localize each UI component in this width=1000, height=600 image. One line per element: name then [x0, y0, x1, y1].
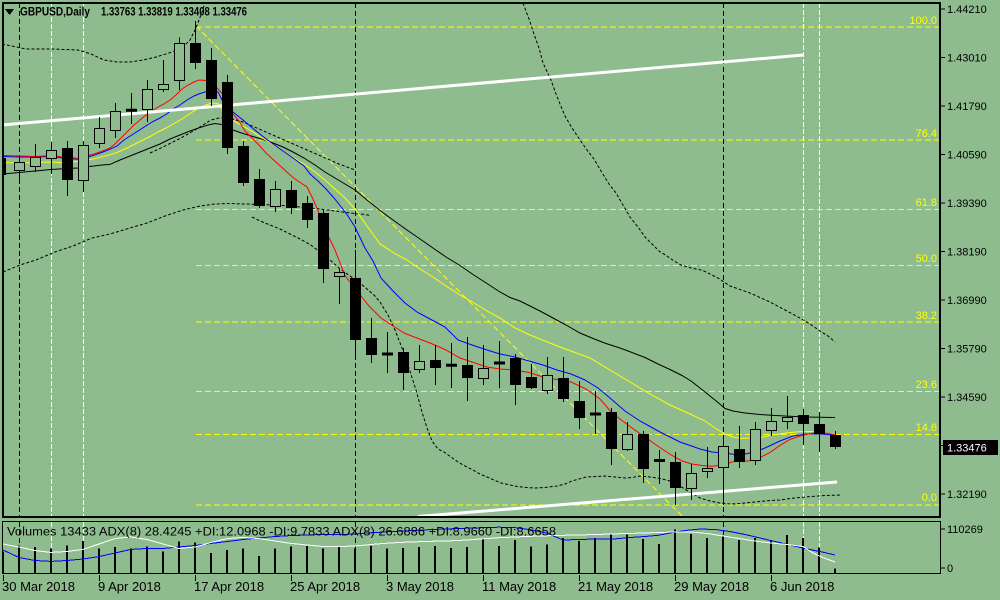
svg-text:1.32190: 1.32190 — [947, 489, 987, 501]
svg-text:38.2: 38.2 — [916, 310, 937, 322]
svg-text:21 May 2018: 21 May 2018 — [578, 579, 653, 594]
svg-text:1.35790: 1.35790 — [947, 344, 987, 356]
svg-text:9 Apr 2018: 9 Apr 2018 — [98, 579, 161, 594]
svg-text:1.38190: 1.38190 — [947, 247, 987, 259]
svg-text:1.41790: 1.41790 — [947, 101, 987, 113]
svg-text:76.4: 76.4 — [916, 128, 937, 140]
svg-text:GBPUSD,Daily: GBPUSD,Daily — [20, 5, 90, 19]
svg-text:1.33476: 1.33476 — [947, 443, 987, 455]
svg-text:1.40590: 1.40590 — [947, 150, 987, 162]
svg-text:0: 0 — [947, 563, 953, 575]
svg-text:1.33763 1.33819 1.33408 1.3347: 1.33763 1.33819 1.33408 1.33476 — [101, 5, 247, 19]
svg-text:17 Apr 2018: 17 Apr 2018 — [194, 579, 264, 594]
svg-text:29 May 2018: 29 May 2018 — [674, 579, 749, 594]
svg-text:1.36990: 1.36990 — [947, 295, 987, 307]
svg-text:1.39390: 1.39390 — [947, 198, 987, 210]
svg-text:25 Apr 2018: 25 Apr 2018 — [290, 579, 360, 594]
svg-text:1.34590: 1.34590 — [947, 392, 987, 404]
svg-text:11 May 2018: 11 May 2018 — [482, 579, 556, 594]
svg-text:3 May 2018: 3 May 2018 — [386, 579, 454, 594]
svg-text:110269: 110269 — [947, 524, 983, 536]
svg-text:14.6: 14.6 — [916, 422, 937, 434]
svg-text:100.0: 100.0 — [909, 15, 937, 27]
svg-text:1.44210: 1.44210 — [947, 4, 987, 16]
svg-text:30 Mar 2018: 30 Mar 2018 — [2, 579, 75, 594]
svg-text:6 Jun 2018: 6 Jun 2018 — [770, 579, 834, 594]
svg-text:Volumes 13433 ADX(8) 28.4245: Volumes 13433 ADX(8) 28.4245 +DI:12.0968… — [7, 527, 556, 539]
svg-text:61.8: 61.8 — [916, 197, 937, 209]
svg-text:1.43010: 1.43010 — [947, 53, 987, 65]
svg-text:23.6: 23.6 — [916, 379, 937, 391]
svg-text:50.0: 50.0 — [916, 253, 937, 265]
svg-text:0.0: 0.0 — [922, 492, 937, 504]
